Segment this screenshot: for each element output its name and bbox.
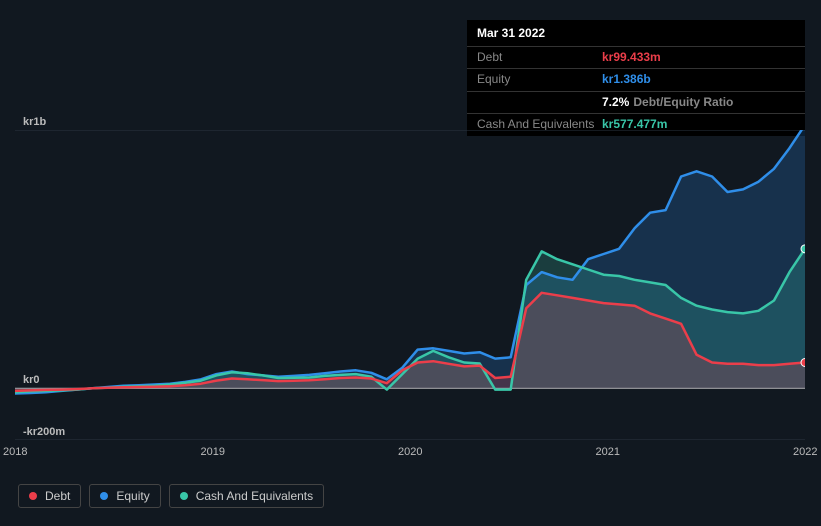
tooltip-label: Debt: [477, 50, 602, 66]
x-axis-label: 2020: [398, 446, 422, 458]
tooltip-date: Mar 31 2022: [467, 20, 805, 47]
legend-dot: [29, 492, 37, 500]
x-axis-label: 2018: [3, 446, 27, 458]
tooltip-row: 7.2%Debt/Equity Ratio: [467, 92, 805, 115]
tooltip-value: 7.2%: [602, 95, 629, 111]
chart-tooltip: Mar 31 2022 Debtkr99.433mEquitykr1.386b7…: [467, 20, 805, 136]
x-axis-label: 2019: [201, 446, 225, 458]
chart-legend: Debt Equity Cash And Equivalents: [18, 484, 324, 508]
x-axis-label: 2021: [596, 446, 620, 458]
tooltip-suffix: Debt/Equity Ratio: [633, 95, 733, 111]
legend-dot: [100, 492, 108, 500]
legend-item-cash-and-equivalents[interactable]: Cash And Equivalents: [169, 484, 324, 508]
tooltip-value: kr99.433m: [602, 50, 661, 66]
legend-item-debt[interactable]: Debt: [18, 484, 81, 508]
tooltip-row: Equitykr1.386b: [467, 69, 805, 92]
tooltip-row: Debtkr99.433m: [467, 47, 805, 70]
tooltip-label: Equity: [477, 72, 602, 88]
x-axis-label: 2022: [793, 446, 817, 458]
tooltip-value: kr1.386b: [602, 72, 651, 88]
tooltip-label: [477, 95, 602, 111]
legend-label: Debt: [45, 489, 70, 503]
y-axis-label: -kr200m: [23, 426, 65, 438]
legend-label: Cash And Equivalents: [196, 489, 313, 503]
legend-item-equity[interactable]: Equity: [89, 484, 160, 508]
debt-equity-chart: [15, 130, 805, 440]
legend-dot: [180, 492, 188, 500]
legend-label: Equity: [116, 489, 149, 503]
y-axis-label: kr0: [23, 374, 40, 386]
y-axis-label: kr1b: [23, 116, 46, 128]
